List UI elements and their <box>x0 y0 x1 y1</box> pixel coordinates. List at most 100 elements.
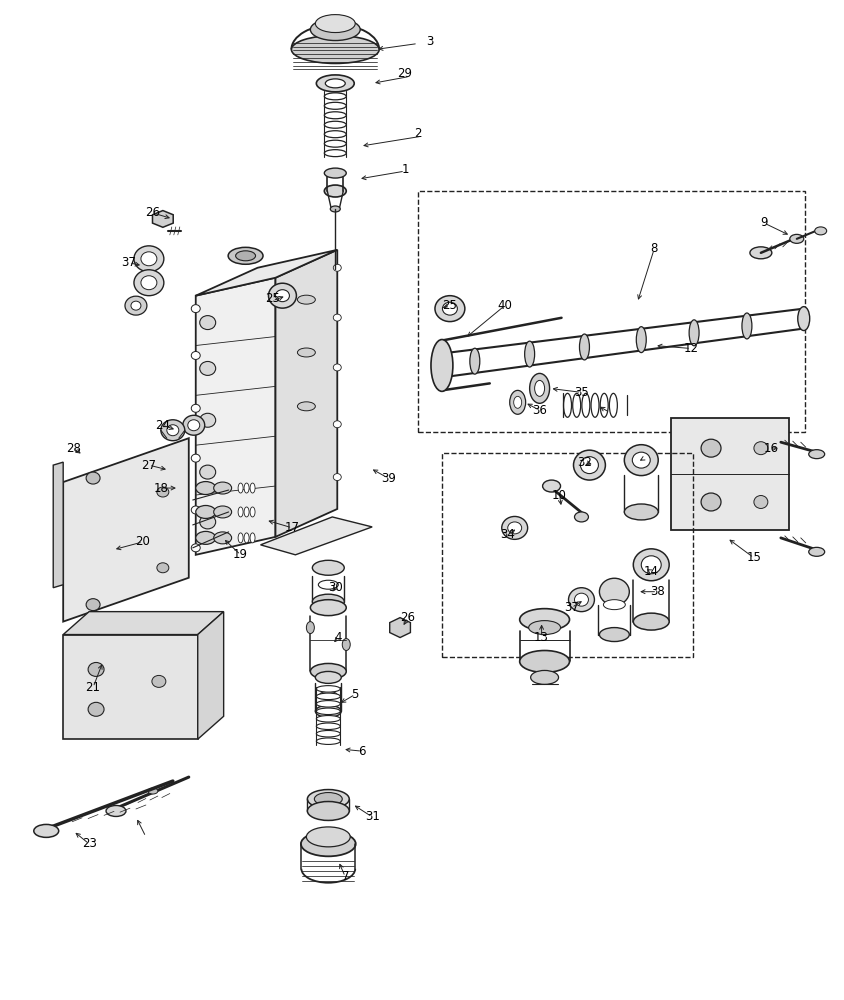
Text: 37: 37 <box>564 601 579 614</box>
Ellipse shape <box>316 15 355 33</box>
Polygon shape <box>63 438 189 622</box>
Ellipse shape <box>192 544 200 552</box>
Ellipse shape <box>343 639 350 651</box>
Ellipse shape <box>238 483 243 493</box>
Ellipse shape <box>86 472 100 484</box>
Ellipse shape <box>501 516 528 539</box>
Ellipse shape <box>141 276 157 290</box>
Ellipse shape <box>316 723 340 729</box>
Text: 3: 3 <box>426 35 434 48</box>
Ellipse shape <box>333 314 341 321</box>
Ellipse shape <box>307 802 349 820</box>
Ellipse shape <box>141 252 157 266</box>
Text: 13: 13 <box>534 631 549 644</box>
Ellipse shape <box>754 496 768 508</box>
Ellipse shape <box>238 533 243 543</box>
Text: 9: 9 <box>760 216 768 229</box>
Ellipse shape <box>306 622 314 634</box>
Text: 20: 20 <box>136 535 150 548</box>
Text: 7: 7 <box>342 870 349 883</box>
Ellipse shape <box>192 351 200 359</box>
Ellipse shape <box>798 307 809 331</box>
Ellipse shape <box>318 580 338 589</box>
Ellipse shape <box>316 738 340 744</box>
Ellipse shape <box>633 549 669 581</box>
Text: 15: 15 <box>746 551 761 564</box>
Ellipse shape <box>333 421 341 428</box>
Ellipse shape <box>297 348 316 357</box>
Text: 29: 29 <box>398 67 413 80</box>
Ellipse shape <box>599 628 630 642</box>
Ellipse shape <box>88 662 104 676</box>
Text: 31: 31 <box>365 810 380 823</box>
Ellipse shape <box>214 532 231 544</box>
Polygon shape <box>390 618 410 638</box>
Text: 17: 17 <box>285 521 300 534</box>
Ellipse shape <box>167 425 179 436</box>
Ellipse shape <box>599 578 630 605</box>
Ellipse shape <box>582 393 590 417</box>
Text: 25: 25 <box>265 292 280 305</box>
Ellipse shape <box>324 185 346 197</box>
Text: 10: 10 <box>552 489 567 502</box>
Ellipse shape <box>581 457 598 474</box>
Ellipse shape <box>187 420 200 431</box>
Ellipse shape <box>470 348 479 374</box>
Ellipse shape <box>244 533 249 543</box>
Ellipse shape <box>742 313 752 339</box>
Ellipse shape <box>134 270 164 296</box>
Ellipse shape <box>316 686 340 692</box>
Ellipse shape <box>152 675 165 687</box>
Ellipse shape <box>333 264 341 271</box>
Bar <box>442 453 693 657</box>
Ellipse shape <box>790 234 803 243</box>
Ellipse shape <box>750 247 772 259</box>
Ellipse shape <box>701 493 721 511</box>
Ellipse shape <box>809 547 825 556</box>
Ellipse shape <box>316 705 341 717</box>
Ellipse shape <box>324 131 346 138</box>
Ellipse shape <box>192 404 200 412</box>
Ellipse shape <box>534 380 544 396</box>
Ellipse shape <box>325 79 345 88</box>
Text: 28: 28 <box>66 442 80 455</box>
Ellipse shape <box>641 556 661 574</box>
Ellipse shape <box>575 593 588 606</box>
Ellipse shape <box>574 450 605 480</box>
Ellipse shape <box>307 790 349 808</box>
Ellipse shape <box>196 531 216 544</box>
Text: 36: 36 <box>533 404 547 417</box>
Ellipse shape <box>603 600 625 610</box>
Text: 27: 27 <box>142 459 156 472</box>
Text: 34: 34 <box>500 528 515 541</box>
Ellipse shape <box>275 290 289 302</box>
Ellipse shape <box>520 651 570 672</box>
Ellipse shape <box>200 515 216 529</box>
Ellipse shape <box>701 439 721 457</box>
Ellipse shape <box>754 442 768 455</box>
Ellipse shape <box>609 393 617 417</box>
Text: 24: 24 <box>155 419 170 432</box>
Ellipse shape <box>161 420 185 441</box>
Ellipse shape <box>633 613 669 630</box>
Text: 25: 25 <box>442 299 457 312</box>
Ellipse shape <box>324 168 346 178</box>
Text: 4: 4 <box>334 631 342 644</box>
Ellipse shape <box>324 112 346 119</box>
Ellipse shape <box>297 295 316 304</box>
Ellipse shape <box>34 824 59 837</box>
Ellipse shape <box>228 247 263 264</box>
Ellipse shape <box>525 341 534 367</box>
Polygon shape <box>63 612 224 635</box>
Ellipse shape <box>148 788 158 794</box>
Ellipse shape <box>316 708 340 715</box>
Ellipse shape <box>591 393 599 417</box>
Ellipse shape <box>311 19 360 41</box>
Ellipse shape <box>134 246 164 272</box>
Ellipse shape <box>580 334 589 360</box>
Text: 23: 23 <box>82 837 96 850</box>
Ellipse shape <box>250 483 255 493</box>
Ellipse shape <box>268 283 296 308</box>
Ellipse shape <box>250 507 255 517</box>
Ellipse shape <box>311 663 346 679</box>
